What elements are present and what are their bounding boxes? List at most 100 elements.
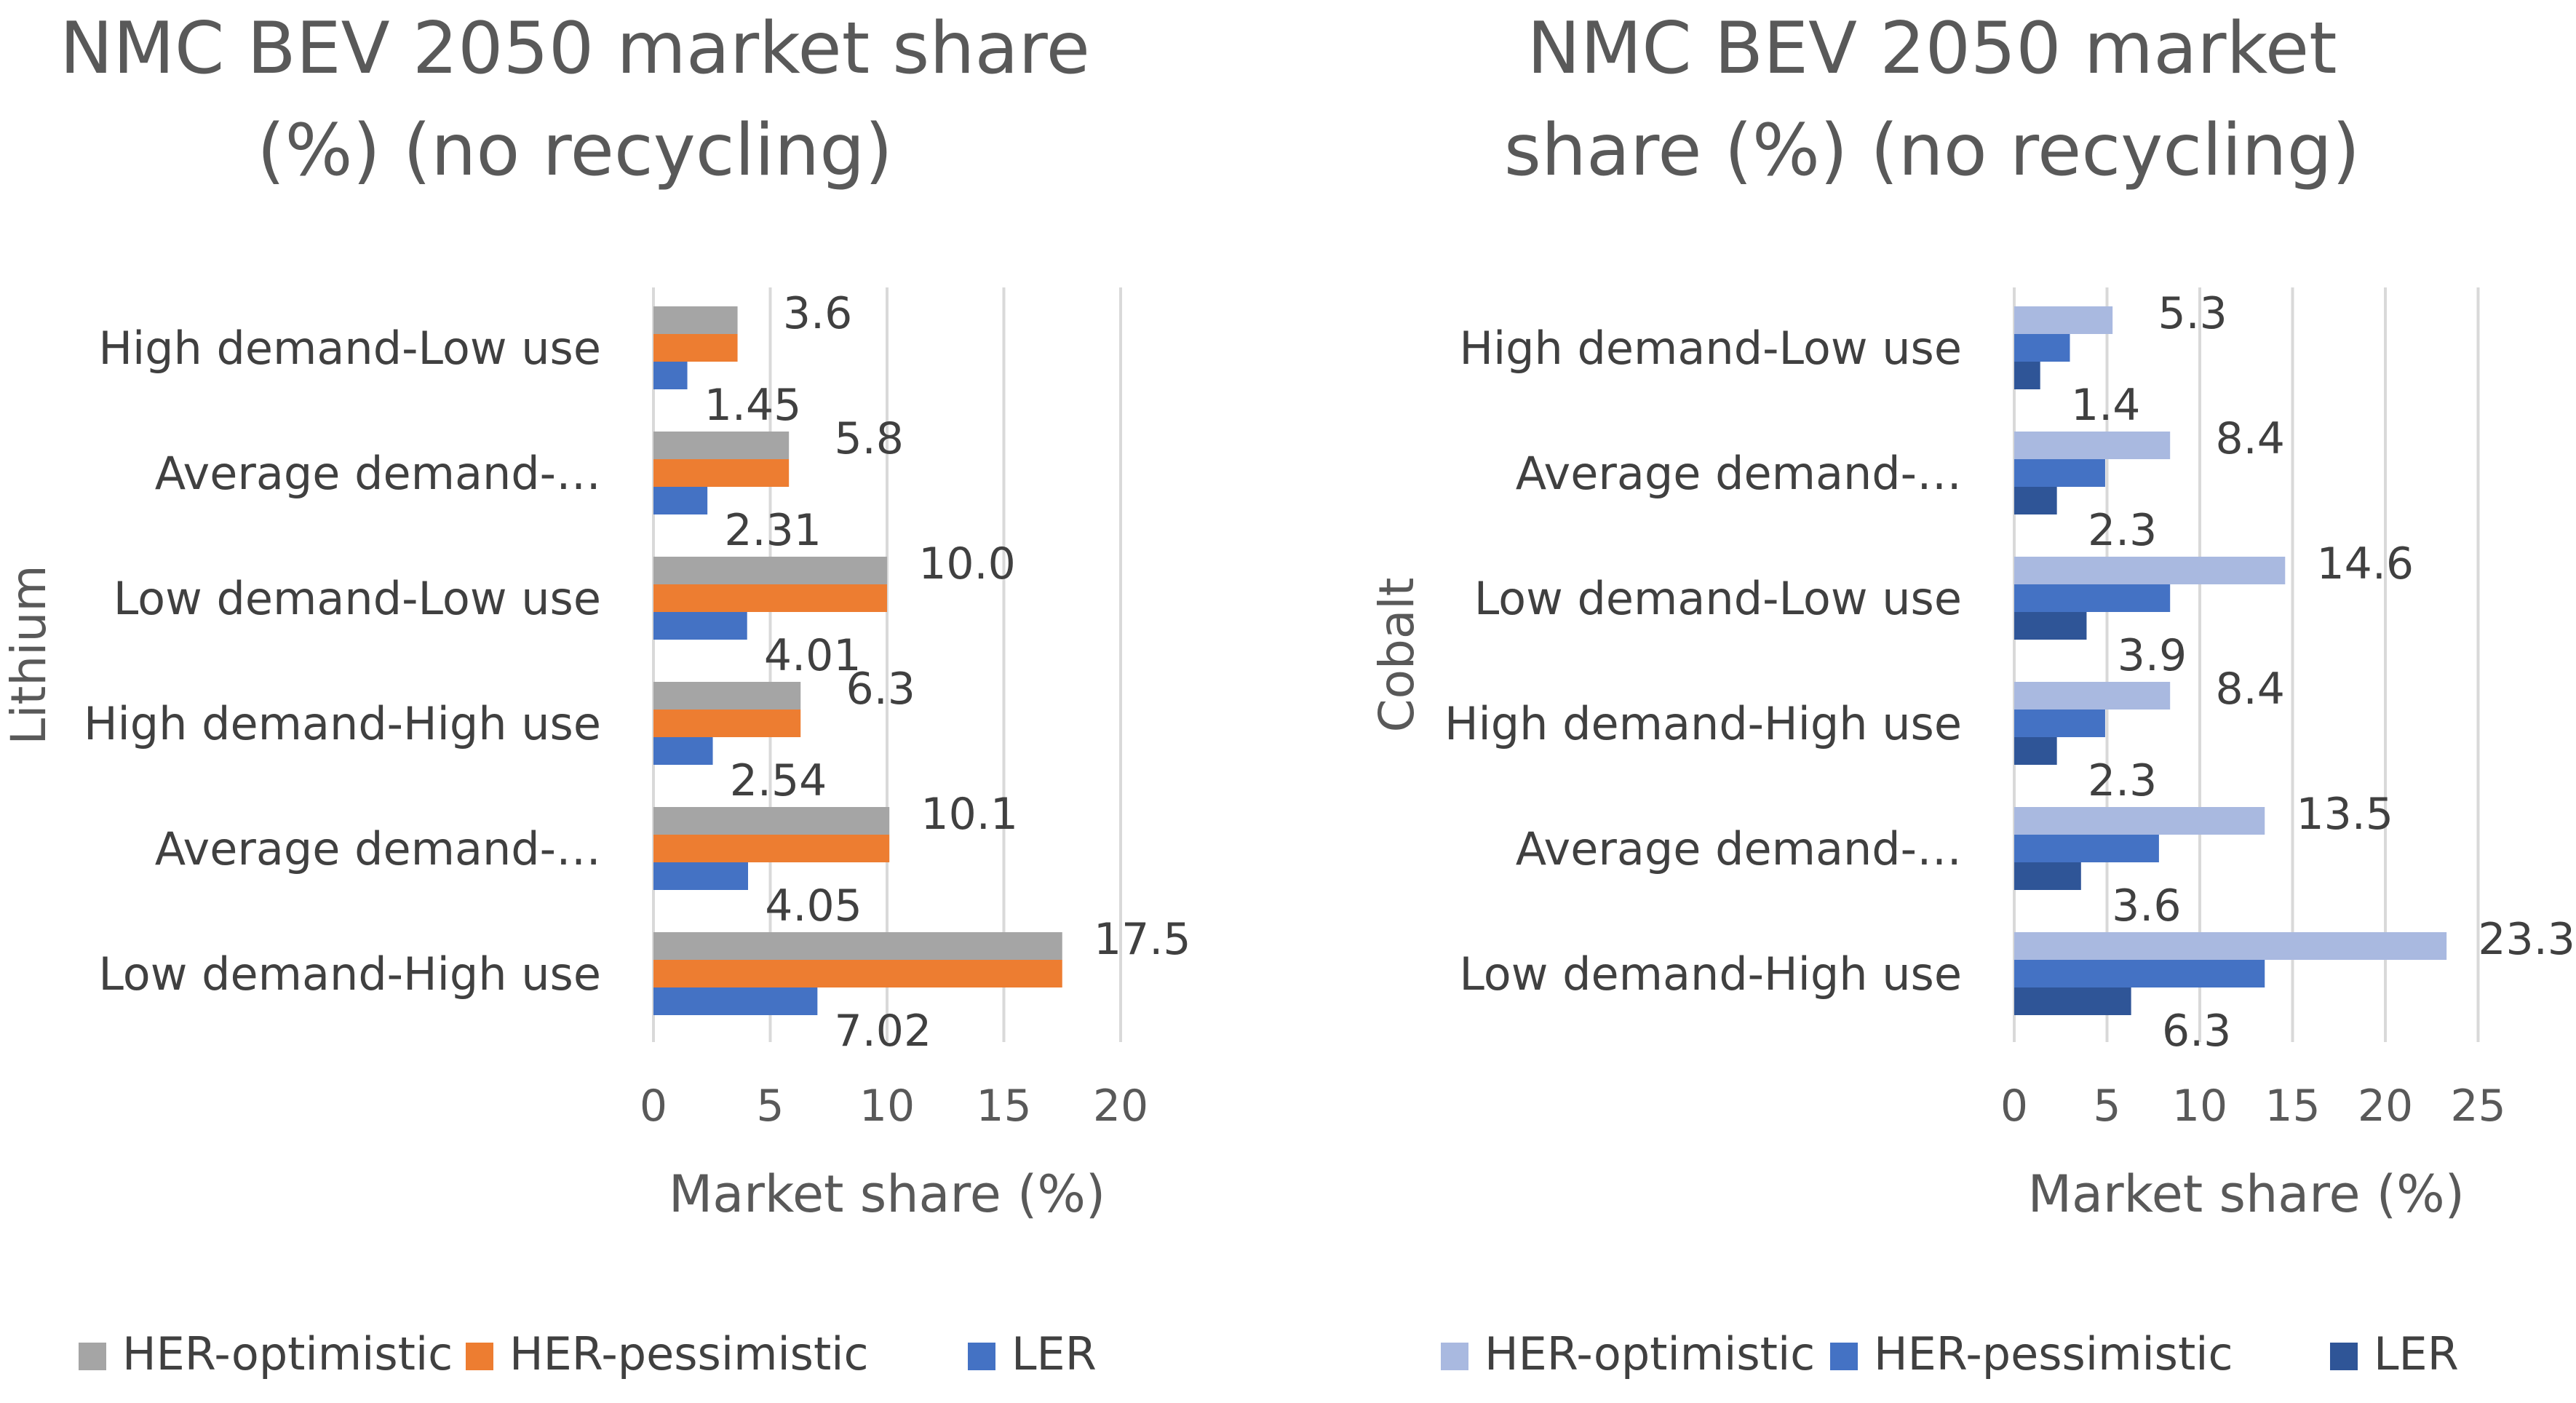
x-tick-label: 0 [640, 1081, 667, 1132]
bar-her-pessimistic-3 [2014, 710, 2105, 737]
bar-her-optimistic-5 [653, 932, 1062, 960]
x-tick-label: 5 [2093, 1081, 2120, 1132]
category-label: High demand-High use [1444, 697, 1962, 750]
bar-her-optimistic-2 [2014, 557, 2286, 584]
bar-her-optimistic-4 [2014, 807, 2265, 835]
lithium-chart-svg: NMC BEV 2050 market share (%) (no recycli… [1, 7, 1191, 1380]
bar-her-optimistic-5 [2014, 932, 2447, 960]
category-label: Average demand-… [155, 822, 601, 875]
data-label-top: 5.3 [2158, 288, 2227, 339]
bar-her-pessimistic-3 [653, 710, 801, 737]
category-label: Average demand-… [1516, 447, 1962, 500]
data-label-top: 8.4 [2215, 413, 2284, 464]
bar-ler-1 [2014, 487, 2057, 514]
cobalt-chart: NMC BEV 2050 market share (%) (no recycli… [1288, 0, 2576, 1403]
category-label: High demand-Low use [1459, 322, 1962, 375]
bar-her-optimistic-3 [653, 682, 801, 710]
category-label: High demand-Low use [98, 322, 601, 375]
bar-her-pessimistic-4 [653, 835, 890, 862]
legend-label: LER [1011, 1327, 1097, 1380]
bar-her-pessimistic-5 [653, 960, 1062, 987]
bar-ler-1 [653, 487, 708, 514]
bar-her-optimistic-3 [2014, 682, 2171, 710]
x-axis-title: Market share (%) [669, 1164, 1105, 1224]
data-label-bottom: 2.54 [730, 755, 827, 806]
x-tick-label: 15 [2265, 1081, 2320, 1132]
bar-ler-5 [2014, 987, 2131, 1015]
category-label: Low demand-High use [1459, 947, 1962, 1001]
bar-her-pessimistic-4 [2014, 835, 2159, 862]
chart-title-line-0: NMC BEV 2050 market [1527, 7, 2337, 90]
bar-her-optimistic-4 [653, 807, 890, 835]
data-label-top: 10.0 [918, 538, 1016, 589]
chart-title-line-1: (%) (no recycling) [257, 109, 892, 192]
bar-her-pessimistic-2 [2014, 584, 2171, 612]
category-label: Average demand-… [1516, 822, 1962, 875]
data-label-top: 5.8 [834, 413, 903, 464]
x-tick-label: 10 [859, 1081, 915, 1132]
data-label-top: 8.4 [2215, 664, 2284, 715]
bar-ler-4 [653, 862, 749, 890]
category-label: Low demand-High use [98, 947, 601, 1001]
bar-ler-3 [2014, 737, 2057, 765]
bar-ler-3 [653, 737, 713, 765]
data-label-bottom: 2.3 [2088, 755, 2157, 806]
data-label-bottom: 7.02 [835, 1006, 932, 1057]
legend-swatch [1441, 1343, 1468, 1370]
x-tick-label: 20 [1093, 1081, 1148, 1132]
category-label: Average demand-… [155, 447, 601, 500]
legend-label: HER-optimistic [122, 1327, 453, 1380]
x-axis-title: Market share (%) [2028, 1164, 2465, 1224]
x-tick-label: 15 [976, 1081, 1031, 1132]
data-label-top: 6.3 [846, 664, 915, 715]
data-label-bottom: 1.4 [2071, 380, 2140, 431]
legend-swatch [79, 1343, 106, 1370]
data-label-bottom: 4.01 [764, 630, 862, 681]
bar-ler-5 [653, 987, 818, 1015]
bar-her-optimistic-1 [2014, 432, 2171, 459]
data-label-bottom: 4.05 [765, 881, 862, 931]
x-tick-label: 0 [2000, 1081, 2028, 1132]
chart-title-line-1: share (%) (no recycling) [1504, 109, 2360, 192]
bar-her-optimistic-0 [653, 306, 738, 334]
bar-her-optimistic-1 [653, 432, 790, 459]
bar-her-optimistic-2 [653, 557, 887, 584]
data-label-top: 13.5 [2296, 789, 2393, 840]
y-axis-title: Lithium [1, 565, 57, 744]
chart-title-line-0: NMC BEV 2050 market share [60, 7, 1090, 90]
legend-label: HER-pessimistic [1874, 1327, 2233, 1380]
data-label-bottom: 2.31 [724, 505, 822, 556]
x-tick-label: 20 [2358, 1081, 2413, 1132]
bar-her-optimistic-0 [2014, 306, 2113, 334]
x-tick-label: 10 [2172, 1081, 2227, 1132]
category-label: Low demand-Low use [1474, 572, 1962, 625]
bar-her-pessimistic-1 [2014, 459, 2105, 487]
legend-swatch [1830, 1343, 1858, 1370]
data-label-top: 3.6 [783, 288, 852, 339]
bar-ler-2 [653, 612, 747, 640]
data-label-bottom: 3.6 [2112, 881, 2181, 931]
data-label-top: 17.5 [1094, 914, 1191, 965]
cobalt-chart-svg: NMC BEV 2050 market share (%) (no recycli… [1369, 7, 2575, 1380]
data-label-bottom: 1.45 [704, 380, 802, 431]
bar-ler-0 [2014, 362, 2040, 389]
bar-her-pessimistic-0 [2014, 334, 2070, 362]
data-label-bottom: 3.9 [2118, 630, 2187, 681]
category-label: High demand-High use [84, 697, 601, 750]
y-axis-title: Cobalt [1369, 577, 1425, 732]
legend-label: HER-optimistic [1484, 1327, 1815, 1380]
x-tick-label: 5 [756, 1081, 784, 1132]
legend-label: HER-pessimistic [509, 1327, 869, 1380]
category-label: Low demand-Low use [114, 572, 601, 625]
data-label-top: 23.3 [2478, 914, 2575, 965]
legend-swatch [968, 1343, 995, 1370]
data-label-bottom: 6.3 [2162, 1006, 2231, 1057]
legend-swatch [466, 1343, 493, 1370]
legend-label: LER [2374, 1327, 2459, 1380]
legend-swatch [2330, 1343, 2358, 1370]
bar-her-pessimistic-0 [653, 334, 738, 362]
bar-ler-2 [2014, 612, 2087, 640]
bar-her-pessimistic-5 [2014, 960, 2265, 987]
bar-her-pessimistic-2 [653, 584, 887, 612]
data-label-bottom: 2.3 [2088, 505, 2157, 556]
